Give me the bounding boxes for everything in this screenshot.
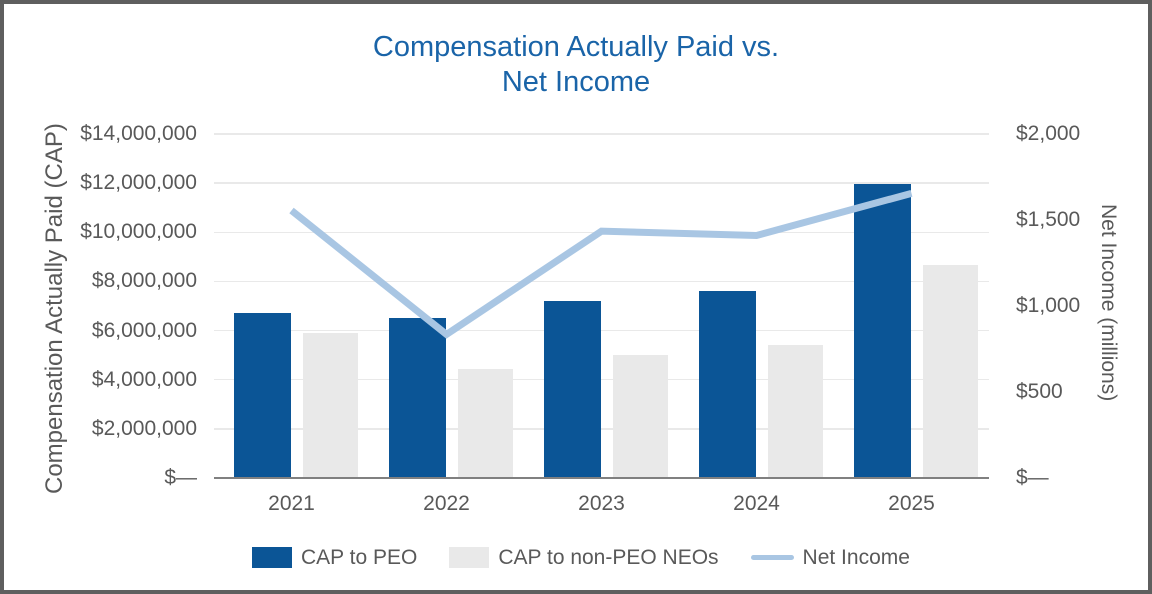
right-axis-tick-label: $1,000 — [1016, 294, 1081, 317]
net-income-line — [289, 189, 913, 339]
chart-title-line2: Net Income — [501, 66, 651, 98]
x-axis-tick-label: 2023 — [578, 492, 625, 515]
legend-item-net-income: Net Income — [750, 546, 910, 569]
bar-cap-to-peo — [699, 291, 756, 478]
x-axis-tick-label: 2025 — [888, 492, 935, 515]
legend-line-icon — [750, 555, 794, 560]
bar-cap-to-non-peo-neos — [458, 368, 513, 478]
legend-swatch-icon — [252, 547, 292, 568]
chart-title: Compensation Actually Paid vs. Net Incom… — [4, 30, 1148, 100]
right-axis-tick-label: $500 — [1016, 380, 1063, 403]
bar-cap-to-non-peo-neos — [768, 345, 823, 478]
bar-cap-to-peo — [854, 184, 911, 478]
left-axis-tick-label: $4,000,000 — [91, 367, 197, 391]
gridline — [214, 329, 989, 332]
gridline — [214, 133, 989, 135]
plot-area — [214, 133, 989, 479]
left-axis-tick-label: $2,000,000 — [91, 416, 197, 440]
left-axis-tick-label: $— — [164, 466, 197, 489]
legend-swatch-icon — [449, 547, 490, 568]
left-axis-tick-label: $10,000,000 — [80, 220, 197, 244]
legend-item-cap-to-peo: CAP to PEO — [252, 547, 417, 568]
bar-cap-to-peo — [389, 318, 446, 478]
legend-item-cap-to-non-peo-neos: CAP to non-PEO NEOs — [449, 546, 719, 569]
gridline — [214, 378, 989, 381]
bar-cap-to-non-peo-neos — [923, 265, 978, 478]
right-axis-title: Net Income (millions) — [1097, 204, 1120, 402]
x-axis-tick-label: 2021 — [268, 492, 315, 515]
left-axis-tick-label: $6,000,000 — [91, 318, 197, 342]
right-axis-tick-label: $— — [1016, 466, 1049, 489]
legend-label: Net Income — [802, 546, 910, 569]
bar-cap-to-non-peo-neos — [303, 333, 358, 478]
left-axis-tick-label: $8,000,000 — [91, 269, 197, 293]
right-axis-tick-label: $1,500 — [1016, 208, 1081, 231]
bar-cap-to-non-peo-neos — [613, 355, 668, 478]
x-axis-line — [214, 477, 989, 479]
x-axis-tick-label: 2024 — [733, 492, 780, 515]
gridline — [214, 280, 989, 283]
bar-cap-to-peo — [544, 301, 601, 478]
net-income-line-layer — [289, 189, 913, 339]
chart-title-line1: Compensation Actually Paid vs. — [372, 31, 780, 63]
bar-cap-to-peo — [234, 313, 291, 478]
gridline — [214, 428, 989, 430]
legend-label: CAP to non-PEO NEOs — [498, 546, 719, 569]
right-axis-tick-label: $2,000 — [1016, 122, 1081, 145]
gridline — [214, 182, 989, 184]
left-axis-tick-label: $12,000,000 — [80, 171, 197, 195]
legend-label: CAP to PEO — [301, 546, 418, 569]
left-axis-tick-label: $14,000,000 — [80, 122, 197, 145]
legend: CAP to PEO CAP to non-PEO NEOs Net Income — [252, 547, 910, 568]
x-axis-tick-label: 2022 — [423, 492, 470, 515]
